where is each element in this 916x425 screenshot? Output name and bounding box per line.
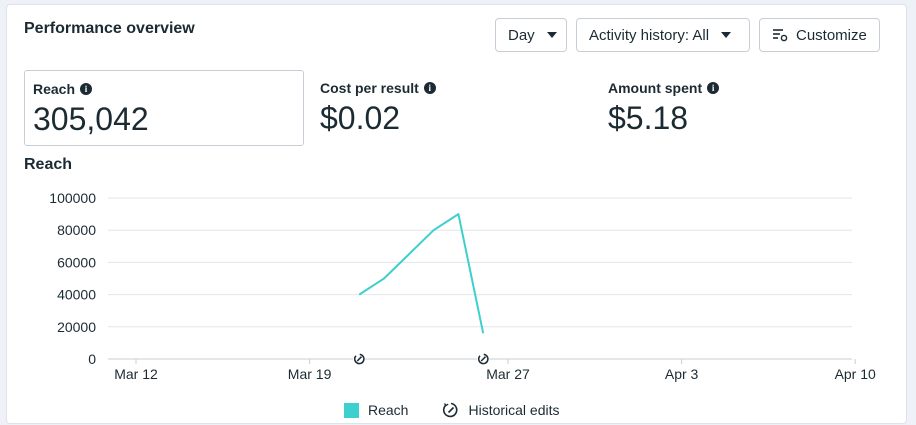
customize-button[interactable]: Customize (759, 18, 880, 52)
metric-reach[interactable]: Reach i 305,042 (24, 70, 304, 146)
historical-edit-marker-icon[interactable] (353, 353, 366, 365)
caret-down-icon (721, 32, 732, 38)
customize-icon (773, 29, 788, 42)
y-tick-label: 80000 (57, 222, 96, 238)
info-icon[interactable]: i (423, 82, 436, 94)
activity-history-label: Activity history: All (589, 26, 710, 44)
metric-cost-label: Cost per result (320, 80, 419, 96)
caret-down-icon (546, 32, 557, 38)
x-tick-label: Apr 3 (665, 366, 699, 382)
day-dropdown-label: Day (508, 26, 535, 44)
historical-edit-marker-icon[interactable] (477, 353, 490, 365)
reach-line-chart: 0 20000 40000 60000 80000 100000 Mar 12 Mar 19 M… (49, 190, 876, 382)
day-dropdown-button[interactable]: Day (495, 18, 567, 52)
y-tick-label: 20000 (57, 319, 96, 335)
legend-reach-label: Reach (368, 402, 409, 418)
y-tick-label: 100000 (49, 190, 96, 206)
legend-historical-edits-label: Historical edits (468, 402, 560, 418)
info-icon[interactable]: i (80, 83, 93, 95)
metric-cost-per-result[interactable]: Cost per result i $0.02 (312, 70, 592, 146)
metric-cost-value: $0.02 (320, 100, 401, 136)
x-tick-label: Mar 19 (288, 366, 332, 382)
x-tick-label: Mar 12 (114, 366, 158, 382)
chart-legend: Reach Historical edits (344, 401, 594, 419)
legend-item-historical-edits[interactable]: Historical edits (442, 401, 560, 419)
performance-overview-card (6, 4, 907, 424)
metric-reach-value: 305,042 (33, 101, 149, 137)
metric-cost-label-row: Cost per result i (320, 80, 584, 96)
metric-reach-label: Reach (33, 81, 76, 97)
y-tick-label: 60000 (57, 254, 96, 270)
metric-spent-value: $5.18 (608, 100, 689, 136)
series-line-reach (358, 213, 485, 334)
metric-amount-spent[interactable]: Amount spent i $5.18 (600, 70, 880, 146)
page-title: Performance overview (24, 20, 195, 37)
y-tick-label: 0 (88, 351, 96, 367)
y-tick-label: 40000 (57, 287, 96, 303)
historical-edits-icon (443, 402, 458, 418)
activity-history-dropdown-button[interactable]: Activity history: All (576, 18, 750, 52)
x-tick-label: Apr 10 (835, 366, 876, 382)
chart-title: Reach (24, 156, 73, 173)
reach-swatch-icon (344, 402, 359, 418)
info-icon[interactable]: i (707, 82, 720, 94)
legend-item-reach[interactable]: Reach (344, 402, 408, 418)
x-tick-label: Mar 27 (486, 366, 530, 382)
metric-reach-label-row: Reach i (33, 81, 295, 97)
metric-spent-label-row: Amount spent i (608, 80, 872, 96)
metric-spent-label: Amount spent (608, 80, 703, 96)
customize-label: Customize (796, 26, 867, 44)
